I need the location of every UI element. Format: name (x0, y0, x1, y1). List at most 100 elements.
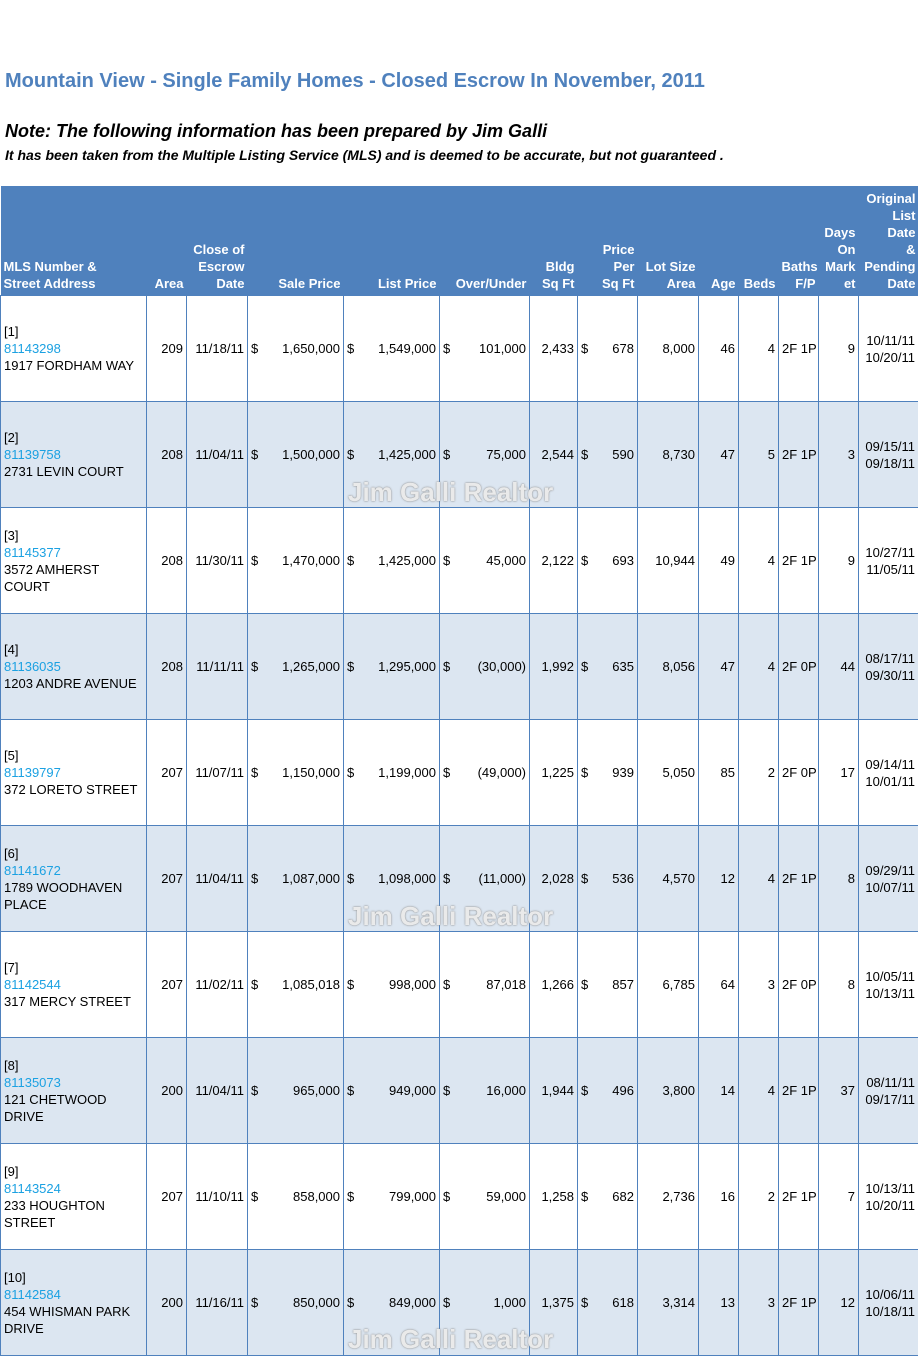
bldg-sqft-cell: 1,225 (530, 720, 578, 826)
bldg-sqft-cell: 1,992 (530, 614, 578, 720)
pending-date: 10/18/11 (865, 1304, 915, 1319)
header-text: Street Address (4, 276, 96, 291)
currency-symbol: $ (581, 1082, 588, 1099)
amount: 496 (612, 1082, 634, 1099)
street-address: 233 HOUGHTON STREET (4, 1198, 105, 1230)
age-cell: 46 (699, 296, 739, 402)
lot-size-cell: 2,736 (638, 1144, 699, 1250)
price-per-sqft-cell: $693 (578, 508, 638, 614)
price-per-sqft-cell: $682 (578, 1144, 638, 1250)
over-under-cell: $16,000 (440, 1038, 530, 1144)
amount: 45,000 (486, 552, 526, 569)
area-cell: 208 (147, 402, 187, 508)
sale-price-cell: $1,087,000 (248, 826, 344, 932)
close-date-cell: 11/11/11 (187, 614, 248, 720)
mls-number-link[interactable]: 81135073 (4, 1075, 61, 1090)
close-date-cell: 11/16/11 (187, 1250, 248, 1356)
currency-symbol: $ (443, 1294, 450, 1311)
price-per-sqft-cell: $536 (578, 826, 638, 932)
over-under-cell: $1,000 (440, 1250, 530, 1356)
amount: (30,000) (478, 658, 526, 675)
baths-cell: 2F 1P (779, 296, 819, 402)
over-under-cell: $(49,000) (440, 720, 530, 826)
lot-size-cell: 4,570 (638, 826, 699, 932)
row-index: [6] (4, 846, 18, 861)
beds-cell: 3 (739, 932, 779, 1038)
price-per-sqft-cell: $635 (578, 614, 638, 720)
currency-symbol: $ (347, 976, 354, 993)
over-under-cell: $59,000 (440, 1144, 530, 1250)
list-price-cell: $849,000 (344, 1250, 440, 1356)
header-text: On (837, 242, 855, 257)
beds-cell: 2 (739, 720, 779, 826)
original-list-date: 10/11/11 (866, 333, 915, 348)
sale-price-cell: $1,470,000 (248, 508, 344, 614)
mls-number-link[interactable]: 81136035 (4, 659, 61, 674)
header-text: Area (667, 276, 696, 291)
col-header-mls: MLS Number &Street Address (1, 186, 147, 296)
amount: 693 (612, 552, 634, 569)
sale-price-cell: $1,150,000 (248, 720, 344, 826)
beds-cell: 3 (739, 1250, 779, 1356)
mls-number-link[interactable]: 81142544 (4, 977, 61, 992)
lot-size-cell: 8,000 (638, 296, 699, 402)
row-index: [1] (4, 324, 18, 339)
lot-size-cell: 6,785 (638, 932, 699, 1038)
amount: 590 (612, 446, 634, 463)
original-list-date: 08/11/11 (866, 1075, 915, 1090)
amount: 1,150,000 (282, 764, 340, 781)
beds-cell: 4 (739, 508, 779, 614)
amount: 1,470,000 (282, 552, 340, 569)
pending-date: 09/18/11 (865, 456, 915, 471)
col-header-over-under: Over/Under (440, 186, 530, 296)
amount: 939 (612, 764, 634, 781)
mls-number-link[interactable]: 81142584 (4, 1287, 61, 1302)
amount: 101,000 (479, 340, 526, 357)
amount: 965,000 (293, 1082, 340, 1099)
pending-date: 10/01/11 (865, 774, 915, 789)
mls-number-link[interactable]: 81143524 (4, 1181, 61, 1196)
original-list-date: 10/13/11 (865, 1181, 915, 1196)
over-under-cell: $87,018 (440, 932, 530, 1038)
price-per-sqft-cell: $678 (578, 296, 638, 402)
row-index: [7] (4, 960, 18, 975)
mls-number-link[interactable]: 81141672 (4, 863, 61, 878)
close-date-cell: 11/04/11 (187, 826, 248, 932)
amount: 849,000 (389, 1294, 436, 1311)
age-cell: 64 (699, 932, 739, 1038)
street-address: 2731 LEVIN COURT (4, 464, 124, 479)
area-cell: 208 (147, 614, 187, 720)
mls-number-link[interactable]: 81145377 (4, 545, 61, 560)
days-on-market-cell: 8 (819, 826, 859, 932)
pending-date: 10/20/11 (865, 350, 915, 365)
beds-cell: 4 (739, 1038, 779, 1144)
mls-number-link[interactable]: 81139758 (4, 447, 61, 462)
amount: 1,425,000 (378, 552, 436, 569)
currency-symbol: $ (443, 658, 450, 675)
sale-price-cell: $858,000 (248, 1144, 344, 1250)
age-cell: 14 (699, 1038, 739, 1144)
street-address: 3572 AMHERST COURT (4, 562, 99, 594)
currency-symbol: $ (443, 870, 450, 887)
header-text: Age (711, 276, 736, 291)
amount: (49,000) (478, 764, 526, 781)
pending-date: 10/07/11 (865, 880, 915, 895)
lot-size-cell: 3,314 (638, 1250, 699, 1356)
currency-symbol: $ (251, 446, 258, 463)
mls-number-link[interactable]: 81139797 (4, 765, 61, 780)
mls-number-link[interactable]: 81143298 (4, 341, 61, 356)
header-text: Mark (825, 259, 855, 274)
area-cell: 207 (147, 826, 187, 932)
currency-symbol: $ (347, 340, 354, 357)
